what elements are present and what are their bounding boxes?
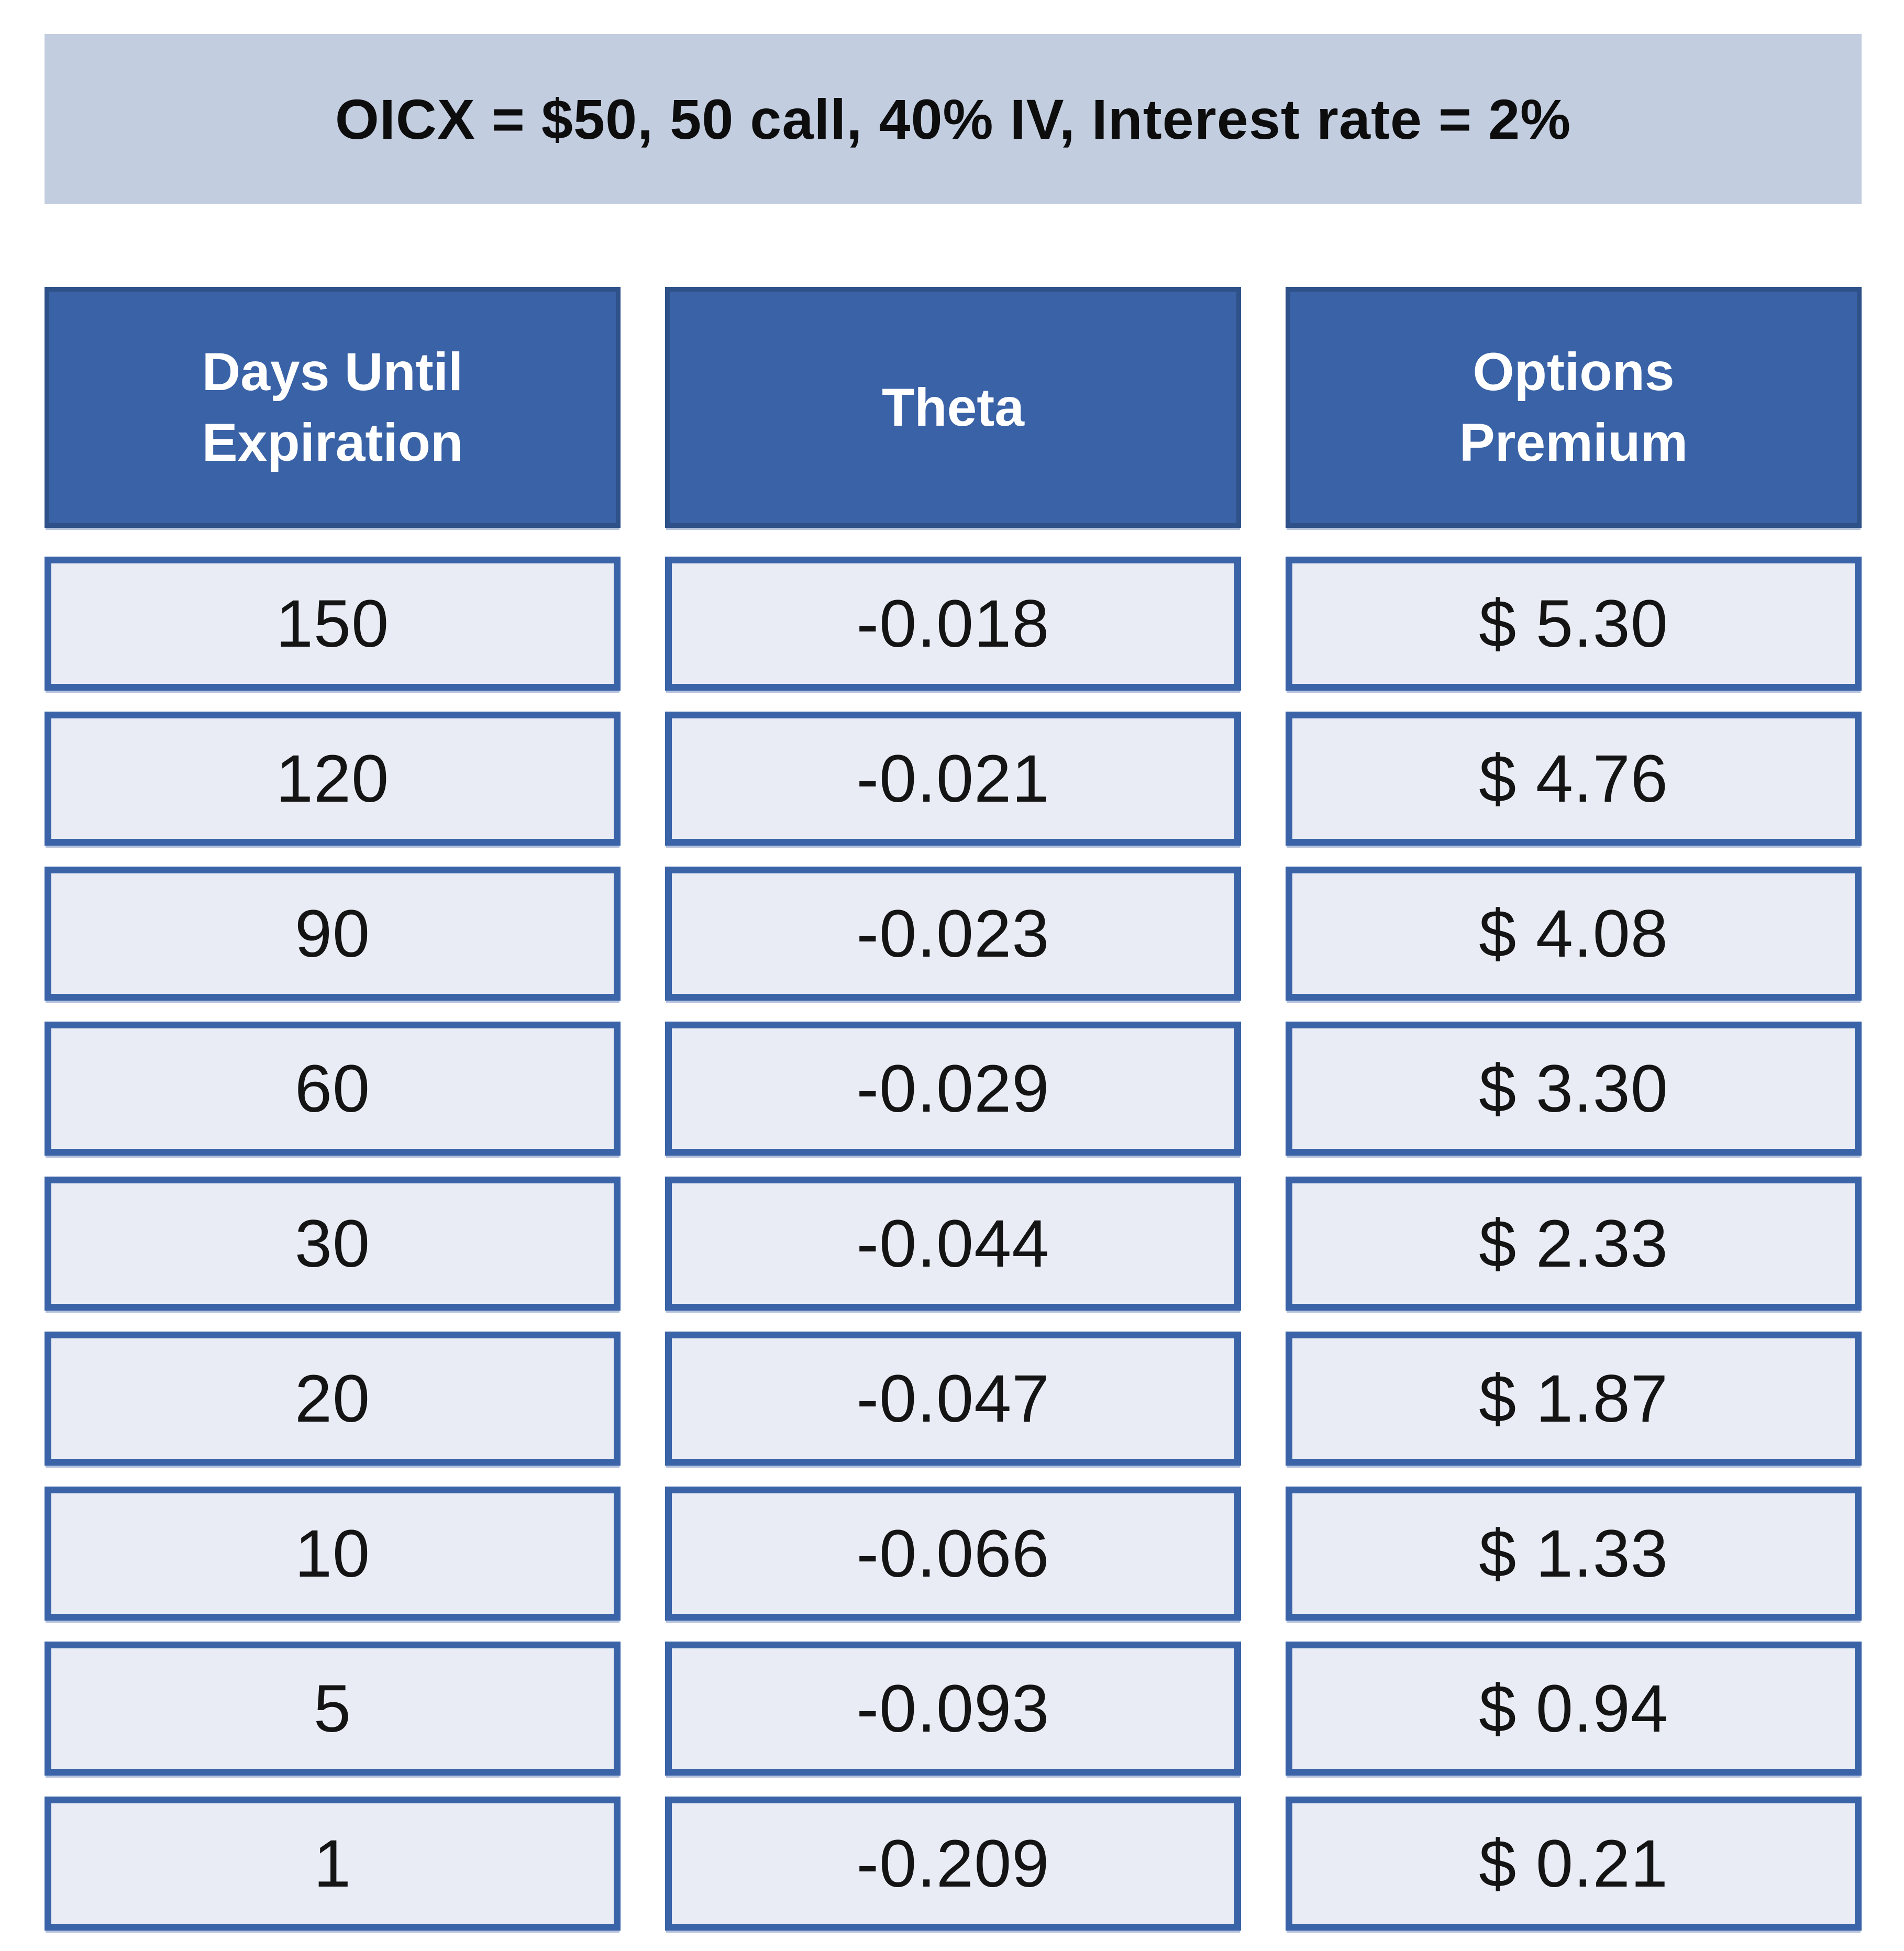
cell-premium: $ 2.33 (1286, 1177, 1862, 1311)
column-header-theta: Theta (665, 287, 1241, 528)
title-banner: OICX = $50, 50 call, 40% IV, Interest ra… (45, 34, 1862, 204)
cell-days: 20 (45, 1332, 621, 1466)
cell-days: 1 (45, 1797, 621, 1931)
cell-theta: -0.029 (665, 1022, 1241, 1156)
cell-premium: $ 4.08 (1286, 867, 1862, 1001)
cell-days: 120 (45, 712, 621, 846)
cell-days: 150 (45, 557, 621, 691)
cell-premium: $ 5.30 (1286, 557, 1862, 691)
cell-days: 60 (45, 1022, 621, 1156)
cell-premium: $ 4.76 (1286, 712, 1862, 846)
table-header-row: Days Until Expiration Theta Options Prem… (45, 287, 1862, 528)
table-body: 150 -0.018 $ 5.30 120 -0.021 $ 4.76 90 -… (45, 557, 1862, 1931)
cell-days: 10 (45, 1487, 621, 1621)
column-header-days: Days Until Expiration (45, 287, 621, 528)
cell-premium: $ 3.30 (1286, 1022, 1862, 1156)
cell-premium: $ 1.33 (1286, 1487, 1862, 1621)
cell-days: 5 (45, 1642, 621, 1776)
cell-premium: $ 1.87 (1286, 1332, 1862, 1466)
column-header-premium: Options Premium (1286, 287, 1862, 528)
cell-theta: -0.093 (665, 1642, 1241, 1776)
cell-theta: -0.023 (665, 867, 1241, 1001)
cell-theta: -0.018 (665, 557, 1241, 691)
cell-theta: -0.021 (665, 712, 1241, 846)
cell-theta: -0.066 (665, 1487, 1241, 1621)
cell-days: 30 (45, 1177, 621, 1311)
cell-premium: $ 0.21 (1286, 1797, 1862, 1931)
cell-theta: -0.044 (665, 1177, 1241, 1311)
cell-premium: $ 0.94 (1286, 1642, 1862, 1776)
cell-theta: -0.047 (665, 1332, 1241, 1466)
cell-theta: -0.209 (665, 1797, 1241, 1931)
page-title: OICX = $50, 50 call, 40% IV, Interest ra… (335, 87, 1571, 151)
cell-days: 90 (45, 867, 621, 1001)
